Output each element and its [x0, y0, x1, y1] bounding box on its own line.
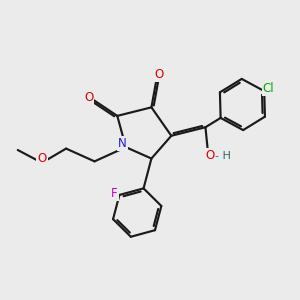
Text: O: O — [205, 149, 214, 162]
Text: - H: - H — [215, 151, 231, 161]
Text: O: O — [37, 152, 46, 165]
Text: O: O — [154, 68, 163, 81]
Text: F: F — [111, 187, 118, 200]
Text: O: O — [84, 91, 94, 104]
Text: Cl: Cl — [263, 82, 274, 95]
Text: N: N — [118, 137, 127, 150]
